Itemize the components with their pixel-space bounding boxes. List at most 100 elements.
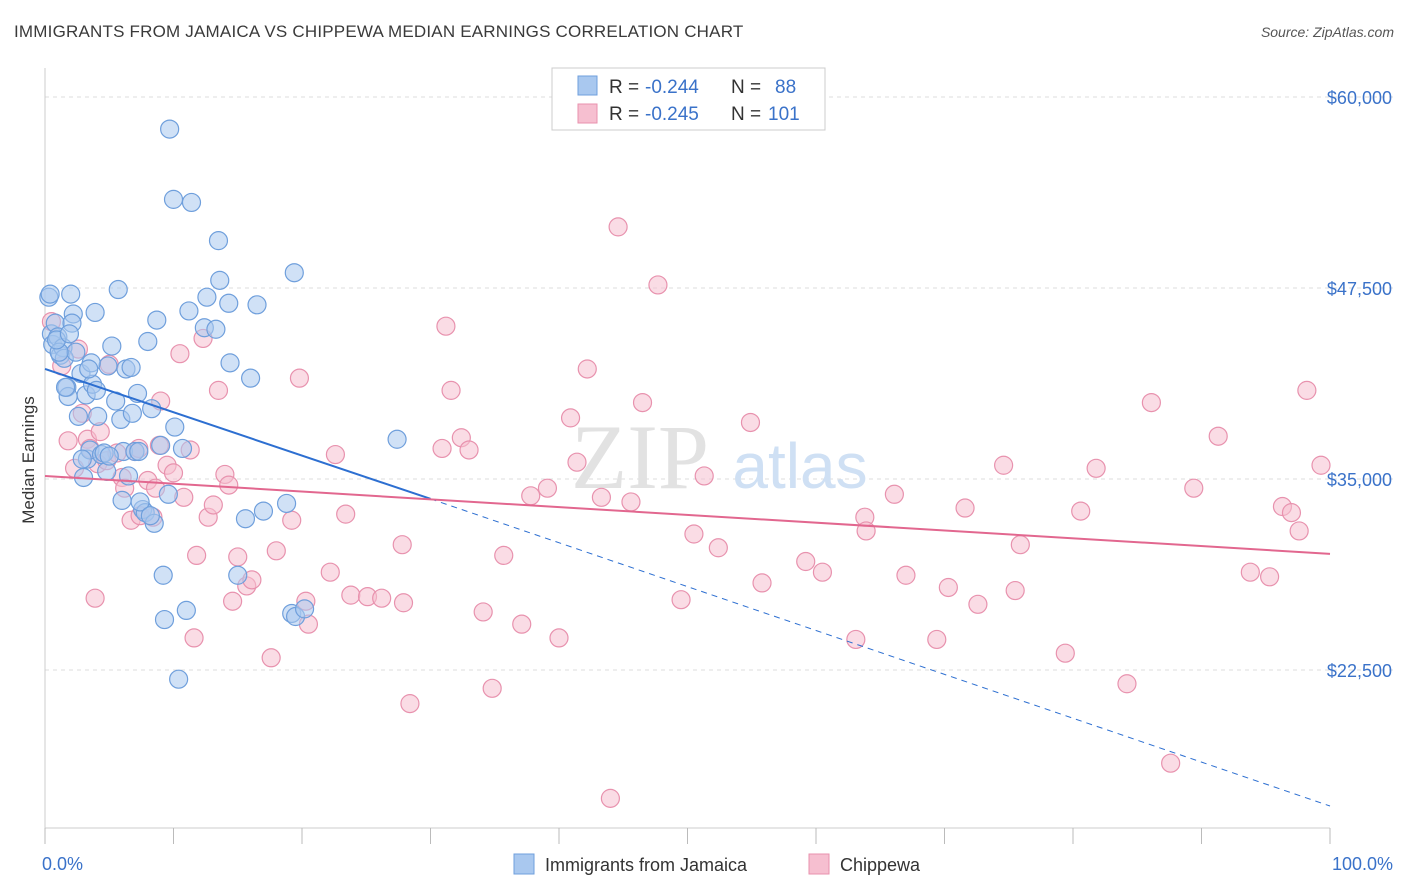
chippewa-point-81 [708,538,728,558]
jamaica-point-41 [151,435,171,455]
chippewa-point-35 [208,380,229,400]
jamaica-point-58 [219,293,239,313]
chippewa-point-68 [549,628,569,648]
tick-labels: $22,500 $35,000 $47,500 $60,000 0.0% 100.0% [42,88,1393,874]
chippewa-point-105 [1208,426,1228,446]
chippewa-point-74 [608,217,628,237]
chippewa-point-34 [203,495,223,515]
series-legend: Immigrants from Jamaica Chippewa [513,853,921,875]
watermark-atlas: atlas [732,430,867,502]
axes [44,68,1331,844]
chippewa-point-111 [1297,380,1317,400]
bottom-legend-label-jamaica: Immigrants from Jamaica [545,855,748,875]
jamaica-point-24 [98,356,118,376]
chippewa-point-78 [671,590,691,610]
jamaica-point-70 [387,429,407,449]
chippewa-point-112 [1311,455,1331,475]
jamaica-point-49 [172,438,193,459]
jamaica-point-50 [176,600,196,621]
chippewa-point-64 [494,545,514,566]
chippewa-point-80 [694,466,714,486]
jamaica-point-86 [59,324,80,344]
jamaica-point-57 [210,270,230,290]
chippewa-point-43 [266,541,286,561]
watermark-zip: ZIP [571,406,709,508]
jamaica-point-44 [158,484,178,504]
jamaica-point-77 [129,441,149,462]
jamaica-point-20 [85,302,105,323]
bottom-legend-label-chippewa: Chippewa [840,855,921,875]
chippewa-point-61 [459,440,479,460]
jamaica-point-76 [121,357,141,378]
jamaica-point-40 [147,310,167,330]
chippewa-point-42 [261,648,281,668]
legend-r-label-2: R = [609,104,639,125]
chippewa-point-67 [537,478,558,498]
chippewa-point-45 [289,368,310,388]
jamaica-point-84 [112,490,132,510]
chippewa-point-26 [163,463,184,483]
jamaica-point-54 [197,287,217,307]
chippewa-point-62 [473,602,493,622]
chippewa-point-102 [1141,393,1161,413]
x-tick-label-0: 0.0% [42,854,83,874]
jamaica-point-42 [153,565,173,585]
jamaica-point-43 [154,609,175,630]
chippewa-point-82 [740,412,761,433]
chippewa-point-58 [436,316,456,336]
jamaica-point-61 [235,509,256,529]
jamaica-point-46 [163,189,184,209]
jamaica-point-62 [241,368,261,388]
chippewa-point-56 [400,694,420,714]
chippewa-point-90 [896,565,916,585]
chippewa-point-75 [621,492,641,512]
chippewa-point-107 [1260,567,1280,587]
jamaica-point-68 [284,263,304,283]
jamaica-point-51 [179,301,199,321]
chippewa-point-89 [884,484,904,504]
chippewa-point-109 [1281,503,1302,523]
chippewa-point-57 [432,438,452,459]
chippewa-point-84 [796,551,816,572]
chippewa-point-76 [632,393,653,413]
legend-r-value-1: -0.244 [645,77,699,98]
jamaica-trend-line [44,368,431,500]
chippewa-point-44 [282,510,302,530]
jamaica-point-59 [220,353,240,373]
chippewa-point-39 [228,547,248,567]
legend-n-value-1: 88 [775,77,796,98]
jamaica-point-56 [208,231,229,251]
watermark: ZIP atlas [571,406,868,508]
chippewa-point-54 [392,535,412,555]
jamaica-point-69 [294,599,315,619]
legend-n-label-2: N = [731,104,761,125]
jamaica-point-13 [68,406,89,426]
chippewa-point-92 [938,577,958,598]
chippewa-point-38 [223,591,243,611]
jamaica-point-80 [99,446,119,466]
jamaica-point-48 [169,669,189,689]
chippewa-trend-line [44,474,1331,555]
jamaica-point-12 [66,342,86,362]
jamaica-point-79 [72,449,92,469]
jamaica-point-37 [138,331,158,352]
jamaica-point-55 [206,319,226,339]
chippewa-point-94 [968,594,988,614]
y-tick-label-2: $47,500 [1327,279,1392,299]
jamaica-point-21 [88,406,108,426]
jamaica-point-85 [140,506,160,526]
chippewa-point-93 [955,498,975,518]
jamaica-point-47 [165,417,185,437]
chippewa-point-106 [1240,562,1260,582]
chippewa-point-59 [441,380,461,400]
jamaica-point-27 [108,279,128,300]
chippewa-point-37 [219,475,239,495]
jamaica-point-60 [228,565,248,585]
chippewa-point-103 [1161,753,1181,773]
bottom-legend-swatch-jamaica [513,853,535,875]
chippewa-point-65 [512,614,532,634]
chippewa-point-86 [846,629,866,650]
chippewa-point-70 [567,452,587,472]
source-label: Source: ZipAtlas.com [1260,24,1394,40]
